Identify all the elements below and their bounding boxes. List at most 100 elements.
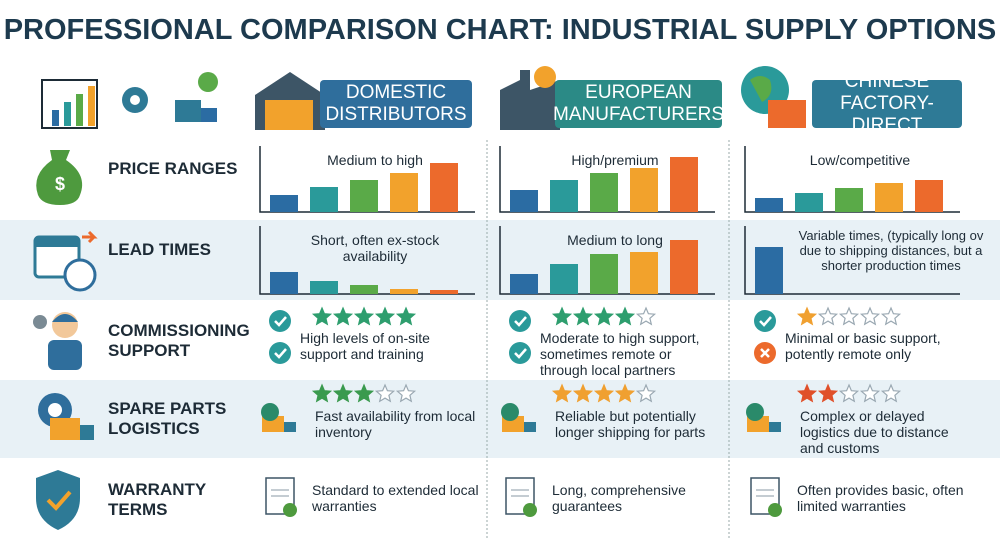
star [838,306,860,326]
rating-stars [311,383,417,403]
mini-bar [835,188,863,212]
mini-bar [550,264,578,294]
truck-icon [746,403,781,432]
rating-stars [311,306,417,326]
star [817,383,839,403]
svg-text:$: $ [55,174,65,194]
cell-text: Reliable but potentially longer shipping… [555,408,706,440]
star [374,306,396,326]
rating-stars [796,306,902,326]
star [395,306,417,326]
star [551,383,573,403]
contract-icon [505,477,537,517]
column-header: DOMESTIC DISTRIBUTORS [325,82,467,125]
check-icon [754,310,776,332]
star [551,306,573,326]
header-icons [41,66,806,130]
icon-part [261,403,279,421]
mini-bar [630,252,658,294]
star [880,306,902,326]
column-header: EUROPEAN MANUFACTURERS [553,82,725,125]
mini-bar [755,247,783,294]
cell-text: Short, often ex-stock availability [310,232,440,264]
cell-text: Long, comprehensive guarantees [552,482,686,514]
row-label: LEAD TIMES [108,240,211,259]
mini-bar [270,272,298,294]
star [880,383,902,403]
star [593,306,615,326]
icon-circle [269,342,291,364]
star [859,306,881,326]
mini-bar [670,240,698,294]
column-header-box [555,80,722,128]
star [593,383,615,403]
cell-text: Variable times, (typically long ov due t… [798,228,984,273]
row-label: COMMISSIONING SUPPORT [108,320,250,360]
icon-part [746,403,764,421]
truck-icon [501,403,536,432]
mini-bar [310,187,338,212]
star [395,383,417,403]
icon-circle [509,310,531,332]
star [311,383,333,403]
cell-text: Complex or delayed logistics due to dist… [800,408,949,456]
mini-bar [670,157,698,212]
icon-circle [754,310,776,332]
cross-icon [754,342,776,364]
row-icons: $ [33,150,98,530]
star [796,383,818,403]
star [796,306,818,326]
star [838,383,860,403]
icon-glyph [514,316,527,327]
mini-bar [270,195,298,212]
mini-bar [755,198,783,212]
cell-text: Minimal or basic support, potently remot… [785,330,941,362]
mini-bar [430,290,458,294]
rating-stars [551,306,657,326]
row-label: WARRANTY TERMS [108,480,206,519]
cell-text: Fast availability from local inventory [315,408,476,440]
mini-bar [310,281,338,294]
star [572,306,594,326]
star [817,306,839,326]
title: PROFESSIONAL COMPARISON CHART: INDUSTRIA… [3,14,997,46]
cell-text: Moderate to high support, sometimes remo… [540,330,700,378]
check-icon [269,310,291,332]
cell-text: High levels of on-site support and train… [300,330,430,362]
icon-part [283,503,297,517]
contract-icon [265,477,297,517]
star [374,383,396,403]
icon-glyph [274,316,287,327]
mini-bar [390,289,418,294]
mini-bar [590,254,618,294]
mini-bar [390,173,418,212]
truck-icon [261,403,296,432]
star [572,383,594,403]
mini-bar [510,274,538,294]
icon-part [768,503,782,517]
mini-axis [744,226,960,295]
icon-part [523,503,537,517]
check-icon [269,342,291,364]
cell-text: Low/competitive [809,152,911,168]
star [332,383,354,403]
mini-bar [915,180,943,212]
icon-part [284,422,296,432]
cell-text: Medium to long [567,232,663,248]
cell-text: High/premium [571,152,659,168]
column-header: CHINESE FACTORY-DIRECT [840,71,934,136]
row-label: PRICE RANGES [108,159,238,178]
mini-bar [510,190,538,212]
mini-bar [875,183,903,212]
mini-bar [630,168,658,212]
mini-bar [350,180,378,212]
mini-bar [430,163,458,212]
mini-bar [350,285,378,294]
contract-icon [750,477,782,517]
rating-stars [796,383,902,403]
check-icon [509,342,531,364]
rating-stars [551,383,657,403]
icon-part [524,422,536,432]
